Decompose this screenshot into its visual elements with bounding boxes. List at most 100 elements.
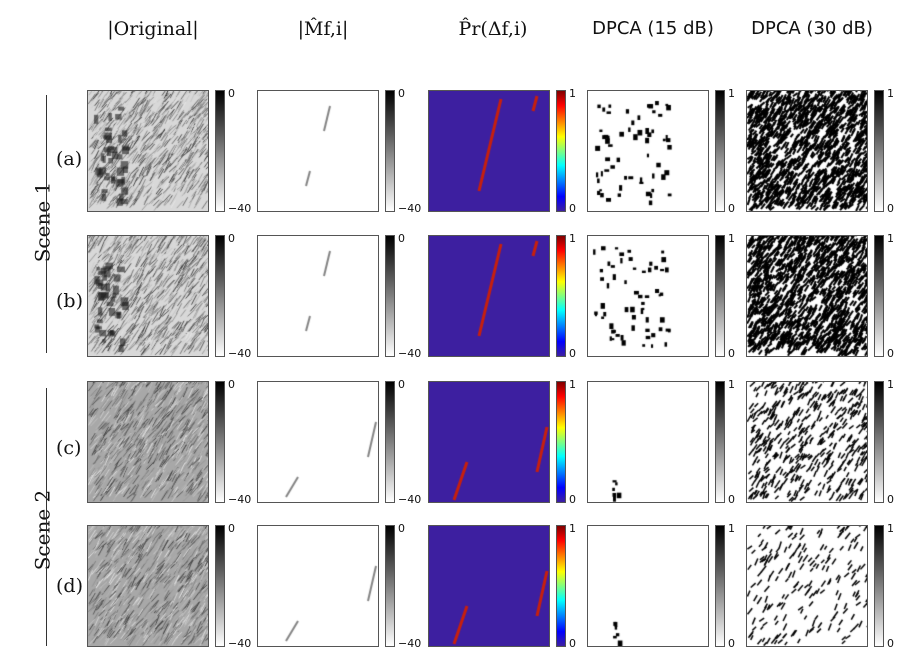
colorbar-tick-top: 1 xyxy=(728,87,735,100)
colorbar-tick-top: 0 xyxy=(398,522,405,535)
colorbar-tick-bottom: 0 xyxy=(887,493,894,506)
colorbar-m-hat-a xyxy=(385,90,395,212)
colorbar-tick-bottom: −40 xyxy=(228,493,252,506)
row-label-b: (b) xyxy=(56,290,83,312)
colorbar-tick-bottom: 0 xyxy=(569,202,576,215)
colorbar-dpca-30-d xyxy=(874,525,884,647)
colorbar-tick-bottom: 0 xyxy=(728,202,735,215)
panel-image-pr-delta-c xyxy=(429,382,549,502)
colorbar-tick-bottom: −40 xyxy=(398,637,422,650)
panel-dpca-15-d xyxy=(587,525,709,647)
colorbar-tick-bottom: 0 xyxy=(728,493,735,506)
panel-dpca-30-c xyxy=(746,381,868,503)
panel-image-m-hat-a xyxy=(258,91,378,211)
colorbar-tick-top: 1 xyxy=(569,87,576,100)
panel-image-original-c xyxy=(88,382,208,502)
panel-image-dpca-30-d xyxy=(747,526,867,646)
panel-image-dpca-30-c xyxy=(747,382,867,502)
colorbar-tick-top: 1 xyxy=(728,232,735,245)
colorbar-tick-bottom: −40 xyxy=(228,202,252,215)
colorbar-dpca-15-c xyxy=(715,381,725,503)
scene-2-label: Scene 2 xyxy=(30,489,55,571)
colorbar-tick-top: 0 xyxy=(228,232,235,245)
colorbar-m-hat-c xyxy=(385,381,395,503)
colorbar-tick-bottom: 0 xyxy=(887,637,894,650)
panel-m-hat-d xyxy=(257,525,379,647)
col-title-m-hat: |M̂f,i| xyxy=(297,18,349,40)
colorbar-tick-top: 0 xyxy=(228,87,235,100)
colorbar-dpca-30-c xyxy=(874,381,884,503)
colorbar-pr-delta-a xyxy=(556,90,566,212)
colorbar-dpca-15-a xyxy=(715,90,725,212)
col-title-original: |Original| xyxy=(107,18,199,40)
colorbar-dpca-15-d xyxy=(715,525,725,647)
colorbar-tick-top: 1 xyxy=(569,232,576,245)
colorbar-tick-top: 1 xyxy=(887,87,894,100)
panel-dpca-15-c xyxy=(587,381,709,503)
panel-image-pr-delta-b xyxy=(429,236,549,356)
panel-dpca-15-b xyxy=(587,235,709,357)
panel-pr-delta-c xyxy=(428,381,550,503)
panel-m-hat-b xyxy=(257,235,379,357)
colorbar-tick-bottom: 0 xyxy=(728,347,735,360)
panel-image-dpca-15-c xyxy=(588,382,708,502)
panel-image-dpca-15-d xyxy=(588,526,708,646)
colorbar-pr-delta-b xyxy=(556,235,566,357)
panel-original-b xyxy=(87,235,209,357)
row-label-d: (d) xyxy=(56,575,83,597)
panel-image-dpca-15-a xyxy=(588,91,708,211)
colorbar-original-b xyxy=(215,235,225,357)
panel-original-a xyxy=(87,90,209,212)
colorbar-tick-top: 1 xyxy=(887,522,894,535)
panel-image-pr-delta-a xyxy=(429,91,549,211)
row-label-a: (a) xyxy=(56,148,83,170)
colorbar-original-d xyxy=(215,525,225,647)
panel-image-pr-delta-d xyxy=(429,526,549,646)
panel-image-dpca-30-b xyxy=(747,236,867,356)
colorbar-tick-bottom: −40 xyxy=(398,493,422,506)
colorbar-dpca-30-b xyxy=(874,235,884,357)
colorbar-tick-top: 0 xyxy=(398,378,405,391)
panel-dpca-15-a xyxy=(587,90,709,212)
colorbar-m-hat-b xyxy=(385,235,395,357)
panel-dpca-30-d xyxy=(746,525,868,647)
colorbar-tick-bottom: 0 xyxy=(887,202,894,215)
colorbar-original-c xyxy=(215,381,225,503)
panel-dpca-30-b xyxy=(746,235,868,357)
colorbar-tick-top: 1 xyxy=(728,378,735,391)
colorbar-dpca-15-b xyxy=(715,235,725,357)
colorbar-tick-top: 0 xyxy=(398,232,405,245)
panel-pr-delta-b xyxy=(428,235,550,357)
panel-image-original-a xyxy=(88,91,208,211)
scene-2-bracket xyxy=(46,388,47,646)
row-label-c: (c) xyxy=(56,437,82,459)
panel-m-hat-c xyxy=(257,381,379,503)
colorbar-tick-top: 1 xyxy=(728,522,735,535)
colorbar-tick-bottom: 0 xyxy=(569,347,576,360)
colorbar-tick-top: 1 xyxy=(887,232,894,245)
colorbar-pr-delta-c xyxy=(556,381,566,503)
panel-image-original-b xyxy=(88,236,208,356)
colorbar-tick-bottom: 0 xyxy=(569,493,576,506)
colorbar-tick-bottom: 0 xyxy=(728,637,735,650)
colorbar-tick-top: 1 xyxy=(569,522,576,535)
colorbar-tick-top: 0 xyxy=(228,522,235,535)
panel-pr-delta-a xyxy=(428,90,550,212)
panel-image-dpca-30-a xyxy=(747,91,867,211)
colorbar-tick-bottom: −40 xyxy=(228,347,252,360)
colorbar-tick-top: 0 xyxy=(228,378,235,391)
colorbar-tick-top: 1 xyxy=(887,378,894,391)
panel-original-d xyxy=(87,525,209,647)
scene-1-bracket xyxy=(46,95,47,353)
scene-1-label: Scene 1 xyxy=(30,181,55,263)
colorbar-original-a xyxy=(215,90,225,212)
col-title-dpca-15: DPCA (15 dB) xyxy=(592,18,714,39)
panel-image-dpca-15-b xyxy=(588,236,708,356)
panel-image-original-d xyxy=(88,526,208,646)
colorbar-pr-delta-d xyxy=(556,525,566,647)
panel-pr-delta-d xyxy=(428,525,550,647)
col-title-pr-delta: P̂r(Δf,i) xyxy=(458,18,528,40)
panel-original-c xyxy=(87,381,209,503)
panel-image-m-hat-c xyxy=(258,382,378,502)
